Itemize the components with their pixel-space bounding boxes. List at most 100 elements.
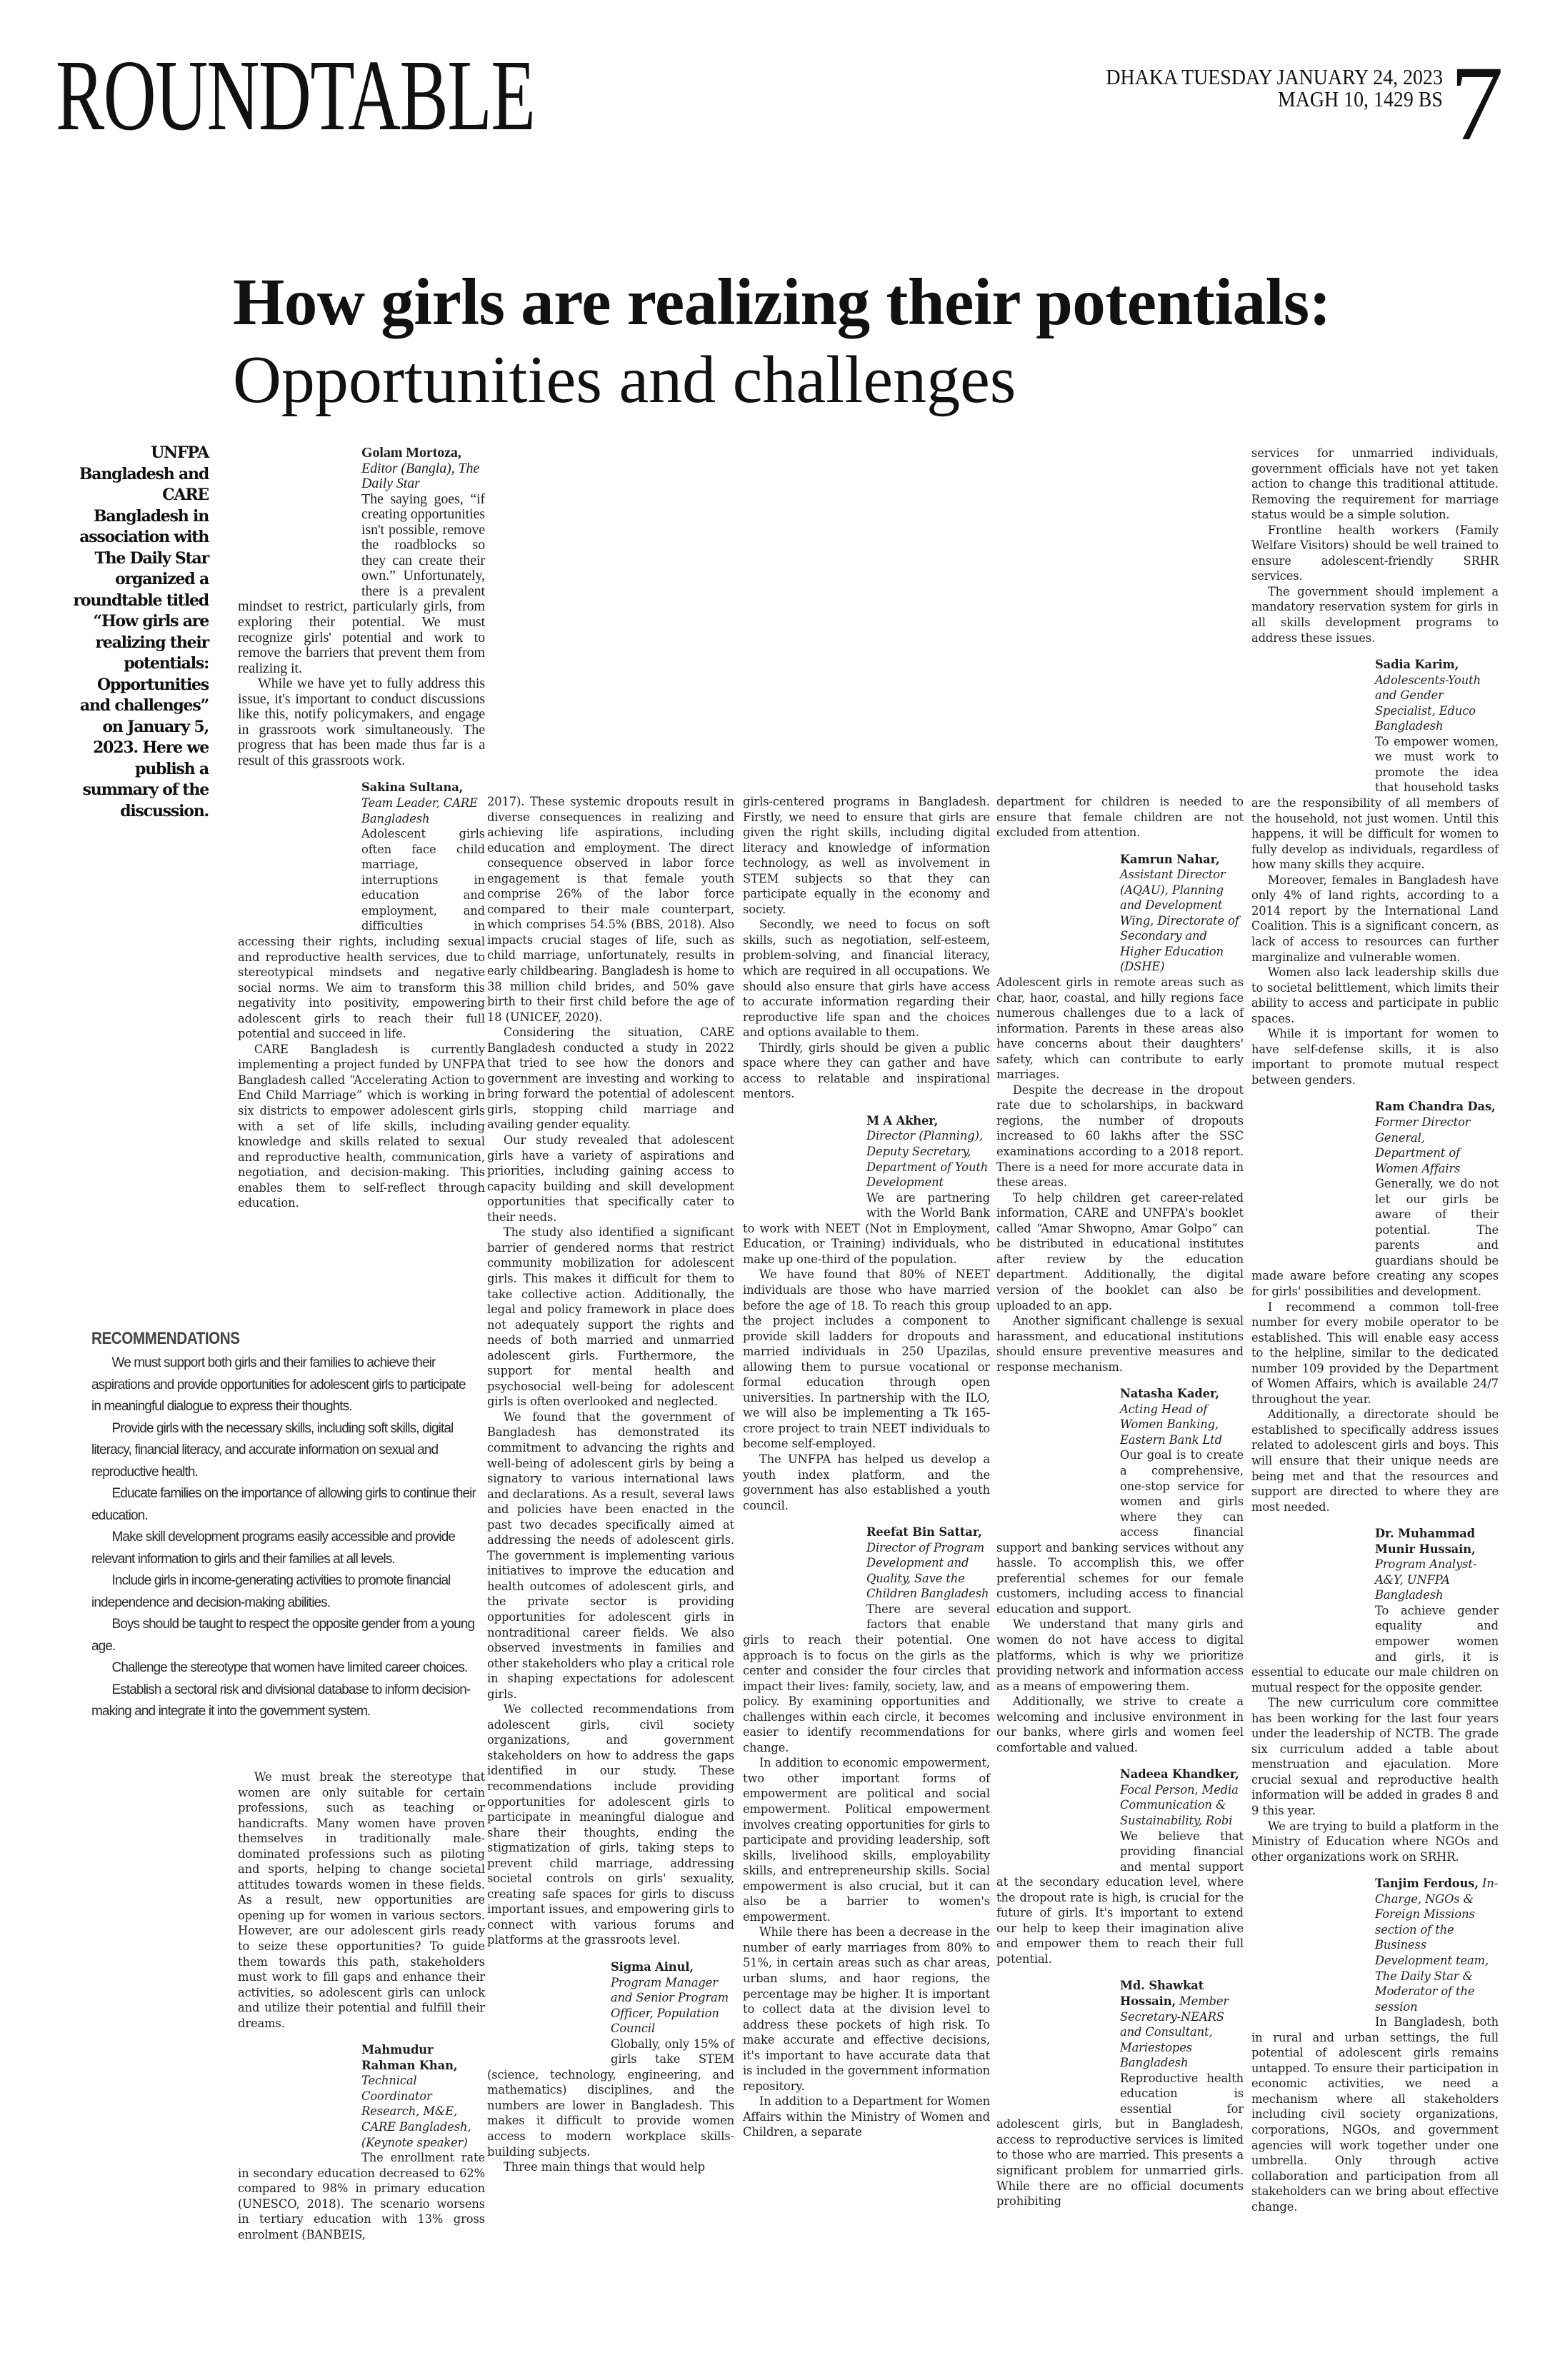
photo-slot bbox=[238, 492, 361, 584]
speaker-byline: Reefat Bin Sattar, Director of Program D… bbox=[743, 1525, 990, 1602]
speaker-name: Dr. Muhammad Munir Hussain, bbox=[1375, 1527, 1476, 1556]
article-paragraph: Additionally, we strive to create a welc… bbox=[996, 1694, 1244, 1754]
headline-title: How girls are realizing their potentials… bbox=[233, 266, 1331, 339]
recommendation-item: Establish a sectoral risk and divisional… bbox=[91, 1682, 471, 1719]
speaker-name: Mahmudur Rahman Khan, bbox=[361, 2043, 458, 2072]
article-paragraph: Moreover, females in Bangladesh have onl… bbox=[1251, 873, 1499, 964]
speaker-title: Team Leader, CARE Bangladesh bbox=[361, 796, 478, 825]
photo-slot bbox=[996, 1829, 1120, 1875]
article-paragraph: We have found that 80% of NEET individua… bbox=[743, 1267, 990, 1451]
recommendations-list: We must support both girls and their fam… bbox=[91, 1352, 477, 1723]
speaker-name: Reefat Bin Sattar, bbox=[866, 1525, 982, 1540]
speaker-byline: Sakina Sultana, Team Leader, CARE Bangla… bbox=[238, 780, 485, 826]
photo-slot bbox=[238, 2150, 361, 2166]
recommendation-item: Boys should be taught to respect the opp… bbox=[91, 1617, 475, 1654]
article-paragraph: Considering the situation, CARE Banglade… bbox=[487, 1025, 734, 1132]
speaker-byline: M A Akher, Director (Planning), Deputy S… bbox=[743, 1113, 990, 1190]
article-paragraph: 2017). These systemic dropouts result in… bbox=[487, 795, 734, 1024]
article-paragraph: To help children get career-related info… bbox=[996, 1190, 1244, 1312]
speaker-name: Ram Chandra Das, bbox=[1375, 1100, 1496, 1114]
recommendation-item: Educate families on the importance of al… bbox=[91, 1486, 476, 1523]
speaker-title: Adolescents-Youth and Gender Specialist,… bbox=[1375, 673, 1481, 733]
speaker-byline: Sadia Karim, Adolescents-Youth and Gende… bbox=[1251, 657, 1499, 734]
article-paragraph: Another significant challenge is sexual … bbox=[996, 1314, 1244, 1374]
article-paragraph: There are several factors that enable gi… bbox=[743, 1602, 990, 1754]
article-paragraph: Generally, we do not let our girls be aw… bbox=[1251, 1177, 1499, 1298]
article-paragraph: Our study revealed that adolescent girls… bbox=[487, 1133, 734, 1224]
article-paragraph: Globally, only 15% of girls take STEM (s… bbox=[487, 2037, 734, 2159]
speaker-name: Md. Shawkat Hossain, bbox=[1120, 1979, 1204, 2009]
article-paragraph: We believe that providing financial and … bbox=[996, 1829, 1244, 1966]
speaker-byline: Golam Mortoza, Editor (Bangla), The Dail… bbox=[238, 445, 485, 492]
photo-slot bbox=[238, 826, 361, 918]
speaker-name: Nadeea Khandker, bbox=[1120, 1767, 1239, 1782]
section-masthead: ROUNDTABLE bbox=[56, 39, 536, 151]
article-paragraph: department for children is needed to ens… bbox=[996, 795, 1244, 840]
recommendation-item: Provide girls with the necessary skills,… bbox=[91, 1420, 454, 1480]
article-column: 2017). These systemic dropouts result in… bbox=[487, 794, 734, 2175]
article-paragraph: Additionally, a directorate should be es… bbox=[1251, 1407, 1499, 1514]
article-paragraph: Reproductive health education is essenti… bbox=[996, 2071, 1244, 2209]
article-paragraph: We understand that many girls and women … bbox=[996, 1617, 1244, 1693]
speaker-byline: Tanjim Ferdous, In-Charge, NGOs & Foreig… bbox=[1251, 1876, 1499, 2014]
article-paragraph: While we have yet to fully address this … bbox=[238, 676, 485, 768]
article-paragraph: Adolescent girls in remote areas such as… bbox=[996, 975, 1244, 1082]
article-paragraph: In Bangladesh, both in rural and urban s… bbox=[1251, 2015, 1499, 2214]
article-paragraph: We must break the stereotype that women … bbox=[238, 1770, 485, 2030]
speaker-title: In-Charge, NGOs & Foreign Missions secti… bbox=[1375, 1877, 1499, 2014]
article-paragraph: We found that the government of Banglade… bbox=[487, 1410, 734, 1701]
article-paragraph: To empower women, we must work to promot… bbox=[1251, 734, 1499, 872]
article-headline: How girls are realizing their potentials… bbox=[233, 264, 1519, 418]
speaker-byline: Natasha Kader, Acting Head of Women Bank… bbox=[996, 1386, 1244, 1447]
intro-summary: UNFPA Bangladesh and CARE Bangladesh in … bbox=[73, 443, 210, 820]
article-paragraph: I recommend a common toll-free number fo… bbox=[1251, 1300, 1499, 1406]
publication-date: DHAKA TUESDAY JANUARY 24, 2023 bbox=[1106, 64, 1443, 89]
article-paragraph: Despite the decrease in the dropout rate… bbox=[996, 1083, 1244, 1190]
speaker-byline: Mahmudur Rahman Khan, Technical Coordina… bbox=[238, 2042, 485, 2150]
speaker-name: Natasha Kader, bbox=[1120, 1387, 1219, 1401]
article-paragraph: The government should implement a mandat… bbox=[1251, 584, 1499, 645]
speaker-title: Program Manager and Senior Program Offic… bbox=[611, 1975, 729, 2036]
article-paragraph: The new curriculum core committee has be… bbox=[1251, 1696, 1499, 1818]
article-column: department for children is needed to ens… bbox=[996, 794, 1244, 2209]
article-paragraph: While there has been a decrease in the n… bbox=[743, 1925, 990, 2093]
speaker-title: Focal Person, Media Communication & Sust… bbox=[1120, 1782, 1239, 1827]
speaker-name: Sigma Ainul, bbox=[611, 1960, 694, 1974]
bangla-date: MAGH 10, 1429 BS bbox=[1278, 86, 1443, 111]
photo-slot bbox=[743, 1602, 866, 1632]
recommendation-item: Challenge the stereotype that women have… bbox=[111, 1660, 469, 1675]
dateline: DHAKA TUESDAY JANUARY 24, 2023 MAGH 10, … bbox=[1106, 66, 1443, 110]
speaker-title: Director of Program Development and Qual… bbox=[866, 1540, 989, 1601]
speaker-name: Kamrun Nahar, bbox=[1120, 852, 1220, 866]
article-column: girls-centered programs in Bangladesh. F… bbox=[743, 794, 990, 2140]
speaker-byline: Nadeea Khandker, Focal Person, Media Com… bbox=[996, 1767, 1244, 1828]
recommendations-heading: RECOMMENDATIONS bbox=[91, 1329, 240, 1348]
speaker-title: Acting Head of Women Banking, Eastern Ba… bbox=[1120, 1402, 1222, 1447]
page-number: 7 bbox=[1450, 44, 1504, 163]
speaker-name: Sakina Sultana, bbox=[361, 780, 464, 795]
photo-slot bbox=[996, 1447, 1120, 1525]
article-paragraph: Our goal is to create a comprehensive, o… bbox=[996, 1448, 1244, 1616]
article-column: Golam Mortoza, Editor (Bangla), The Dail… bbox=[238, 445, 485, 1211]
recommendation-item: Make skill development programs easily a… bbox=[91, 1530, 456, 1567]
speaker-name: M A Akher, bbox=[866, 1113, 939, 1128]
photo-slot bbox=[743, 1190, 866, 1221]
article-paragraph: The UNFPA has helped us develop a youth … bbox=[743, 1452, 990, 1512]
article-column: We must break the stereotype that women … bbox=[238, 1769, 485, 2242]
article-paragraph: The study also identified a significant … bbox=[487, 1225, 734, 1409]
headline-subtitle: Opportunities and challenges bbox=[233, 343, 1016, 417]
speaker-title: Former Director General, Department of W… bbox=[1375, 1115, 1471, 1175]
article-paragraph: To achieve gender equality and empower w… bbox=[1251, 1603, 1499, 1694]
speaker-title: Technical Coordinator Research, M&E, CAR… bbox=[361, 2074, 471, 2149]
article-paragraph: Women also lack leadership skills due to… bbox=[1251, 965, 1499, 1025]
speaker-name: Tanjim Ferdous, bbox=[1375, 1877, 1479, 1891]
speaker-name: Sadia Karim, bbox=[1375, 658, 1459, 672]
speaker-byline: Md. Shawkat Hossain, Member Secretary-NE… bbox=[996, 1978, 1244, 2070]
article-paragraph: We are partnering with the World Bank to… bbox=[743, 1190, 990, 1266]
speaker-byline: Kamrun Nahar, Assistant Director (AQAU),… bbox=[996, 852, 1244, 975]
speaker-byline: Sigma Ainul, Program Manager and Senior … bbox=[487, 1959, 734, 2037]
article-paragraph: The enrollment rate in secondary educati… bbox=[238, 2151, 485, 2241]
photo-slot bbox=[996, 2071, 1120, 2117]
photo-slot bbox=[1251, 1603, 1375, 1665]
photo-slot bbox=[1251, 1176, 1375, 1253]
